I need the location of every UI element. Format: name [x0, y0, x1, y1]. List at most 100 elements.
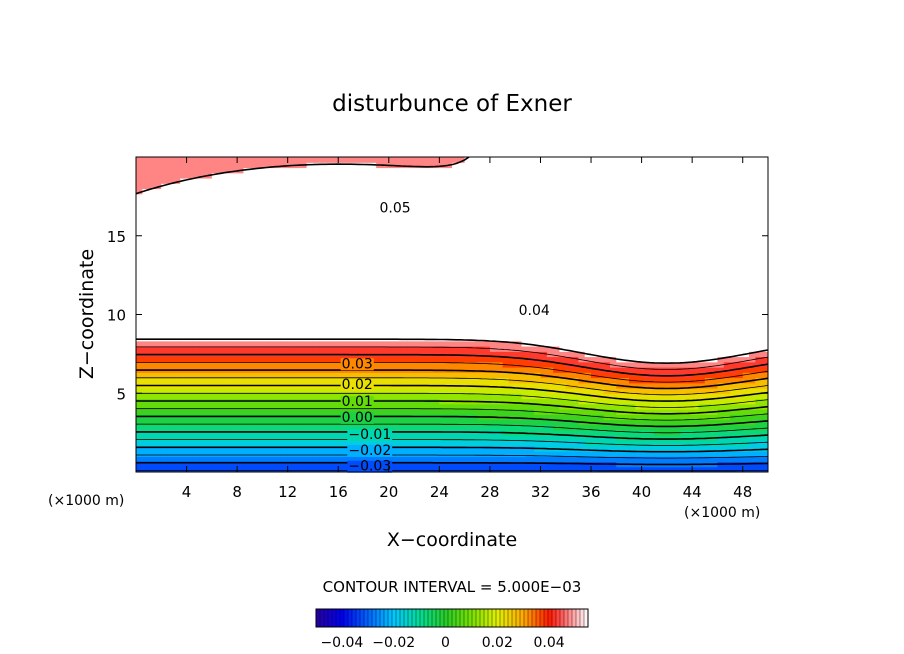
field-cell: [515, 393, 523, 400]
field-cell: [186, 461, 194, 468]
field-cell: [148, 172, 156, 179]
field-cell: [249, 340, 257, 347]
field-cell: [237, 267, 245, 274]
field-cell: [584, 346, 592, 352]
field-cell: [483, 461, 491, 468]
field-cell: [433, 330, 440, 337]
field-cell: [597, 288, 605, 295]
field-cell: [553, 440, 561, 447]
field-cell: [426, 403, 434, 410]
field-cell: [148, 461, 156, 468]
field-cell: [483, 393, 491, 400]
field-cell: [319, 267, 327, 274]
field-cell: [508, 351, 516, 358]
field-cell: [167, 188, 175, 195]
field-cell: [458, 377, 466, 384]
field-cell: [199, 372, 207, 379]
field-cell: [572, 361, 579, 368]
field-cell: [287, 461, 295, 468]
field-cell: [597, 325, 605, 331]
field-cell: [603, 409, 611, 415]
field-cell: [369, 340, 377, 347]
field-cell: [458, 214, 466, 221]
field-cell: [268, 424, 276, 431]
field-cell: [470, 188, 478, 195]
field-cell: [433, 251, 440, 258]
field-cell: [578, 209, 586, 216]
field-cell: [319, 162, 327, 169]
field-cell: [331, 388, 339, 394]
field-cell: [654, 319, 662, 326]
field-cell: [256, 451, 263, 457]
field-cell: [654, 220, 662, 226]
field-cell: [186, 372, 194, 379]
field-cell: [470, 172, 478, 179]
field-cell: [173, 277, 181, 284]
field-cell: [622, 419, 630, 426]
field-cell: [414, 309, 421, 316]
field-cell: [641, 356, 649, 363]
field-cell: [515, 335, 523, 342]
field-cell: [553, 230, 561, 237]
field-cell: [546, 456, 554, 463]
field-cell: [622, 335, 630, 342]
field-cell: [249, 466, 257, 472]
field-cell: [268, 325, 276, 331]
field-cell: [603, 440, 611, 447]
field-cell: [464, 272, 472, 279]
field-cell: [199, 330, 207, 337]
field-cell: [597, 199, 605, 205]
field-cell: [414, 235, 421, 242]
field-cell: [508, 419, 516, 426]
field-cell: [610, 241, 617, 247]
field-cell: [414, 424, 421, 431]
field-cell: [230, 430, 238, 436]
field-cell: [218, 209, 226, 216]
field-cell: [186, 214, 194, 221]
field-cell: [445, 283, 453, 289]
field-cell: [540, 283, 548, 289]
field-cell: [300, 293, 308, 300]
field-cell: [205, 246, 213, 253]
field-cell: [470, 335, 478, 342]
field-cell: [445, 272, 453, 279]
field-cell: [148, 403, 156, 410]
field-cell: [376, 372, 384, 379]
field-cell: [483, 272, 491, 279]
field-cell: [483, 419, 491, 426]
field-cell: [294, 451, 301, 457]
field-cell: [654, 424, 662, 431]
field-cell: [173, 377, 181, 384]
field-cell: [584, 451, 592, 457]
field-cell: [325, 157, 333, 163]
field-cell: [635, 451, 643, 457]
field-cell: [275, 277, 282, 284]
field-cell: [325, 393, 333, 400]
field-cell: [331, 340, 339, 347]
field-cell: [395, 430, 403, 436]
field-cell: [527, 314, 535, 321]
field-cell: [395, 251, 403, 258]
field-cell: [281, 451, 289, 457]
field-cell: [489, 388, 497, 394]
field-cell: [641, 424, 649, 431]
field-cell: [275, 430, 282, 436]
field-cell: [256, 356, 263, 363]
field-cell: [344, 319, 352, 326]
field-cell: [325, 204, 333, 211]
field-cell: [540, 267, 548, 274]
field-cell: [294, 178, 301, 184]
field-cell: [546, 372, 554, 379]
field-cell: [401, 309, 409, 316]
field-cell: [584, 230, 592, 237]
field-cell: [496, 314, 504, 321]
field-cell: [458, 430, 466, 436]
field-cell: [489, 440, 497, 447]
field-cell: [433, 451, 440, 457]
field-cell: [237, 361, 245, 368]
field-cell: [211, 251, 219, 258]
field-cell: [578, 325, 586, 331]
field-cell: [565, 288, 573, 295]
field-cell: [294, 466, 301, 472]
field-cell: [325, 267, 333, 274]
